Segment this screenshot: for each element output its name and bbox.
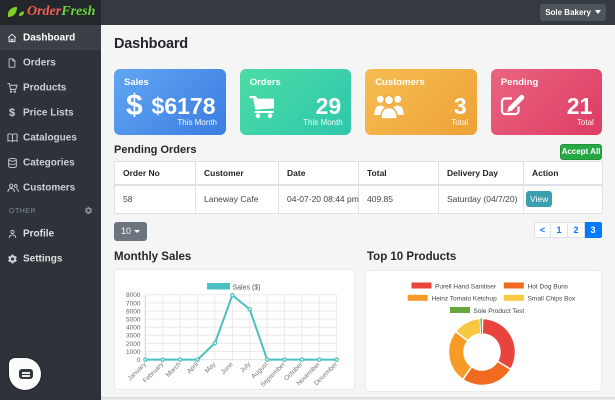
- svg-text:2000: 2000: [126, 341, 141, 348]
- svg-text:July: July: [239, 361, 253, 375]
- svg-text:Sole Product Test: Sole Product Test: [473, 308, 524, 315]
- svg-text:8000: 8000: [126, 292, 141, 299]
- svg-text:1000: 1000: [126, 349, 141, 356]
- svg-text:7000: 7000: [126, 300, 141, 307]
- svg-text:Hot Dog Buns: Hot Dog Buns: [528, 283, 569, 290]
- svg-text:4000: 4000: [126, 325, 141, 332]
- svg-text:May: May: [204, 361, 218, 375]
- svg-text:June: June: [220, 361, 235, 376]
- svg-text:Purell Hand Sanitiser: Purell Hand Sanitiser: [435, 283, 497, 290]
- svg-text:April: April: [186, 361, 201, 376]
- svg-text:March: March: [165, 361, 183, 379]
- svg-text:6000: 6000: [126, 308, 141, 315]
- svg-text:Sales ($): Sales ($): [233, 285, 261, 292]
- svg-text:5000: 5000: [126, 317, 141, 324]
- svg-text:Heinz Tomato Ketchup: Heinz Tomato Ketchup: [432, 296, 498, 303]
- svg-text:0: 0: [137, 357, 141, 364]
- svg-text:Small Chips Box: Small Chips Box: [528, 296, 576, 303]
- svg-text:3000: 3000: [126, 333, 141, 340]
